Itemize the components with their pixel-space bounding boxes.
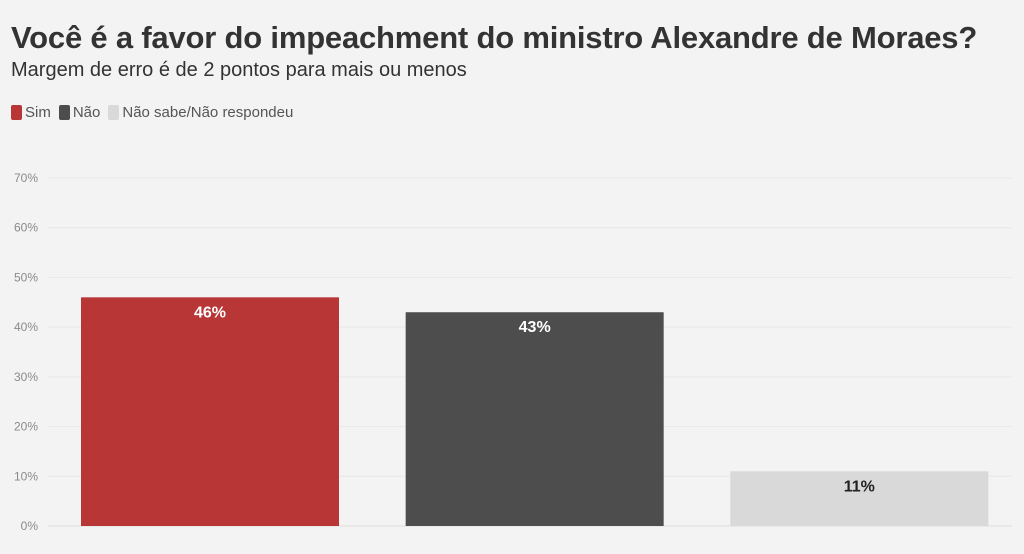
bar-value-label: 43% — [519, 319, 551, 336]
y-tick-label: 10% — [14, 469, 38, 483]
legend-item-sim: Sim — [11, 104, 51, 121]
legend-label-sim: Sim — [25, 104, 51, 121]
legend-swatch-sim — [11, 105, 22, 120]
bar-0 — [81, 297, 339, 526]
legend-item-nao: Não — [58, 104, 101, 121]
bar-1 — [405, 312, 664, 526]
legend: Sim Não Não sabe/Não respondeu — [11, 104, 301, 121]
bar-value-label: 46% — [194, 304, 226, 321]
y-tick-label: 60% — [14, 221, 38, 235]
legend-label-nao-sabe: Não sabe/Não respondeu — [122, 104, 294, 121]
chart-subtitle: Margem de erro é de 2 pontos para mais o… — [11, 59, 467, 81]
legend-swatch-nao-sabe — [108, 105, 120, 120]
chart-title: Você é a favor do impeachment do ministr… — [11, 20, 978, 55]
legend-label-nao: Não — [72, 104, 101, 121]
bar-2 — [730, 471, 989, 526]
y-tick-label: 20% — [14, 420, 38, 434]
legend-item-nao-sabe: Não sabe/Não respondeu — [108, 104, 293, 121]
legend-swatch-nao — [58, 105, 70, 120]
y-tick-label: 70% — [14, 171, 38, 185]
bar-value-label: 11% — [844, 478, 875, 495]
y-tick-label: 40% — [14, 320, 38, 334]
y-tick-label: 0% — [21, 519, 39, 533]
y-tick-label: 30% — [14, 370, 38, 384]
y-tick-label: 50% — [14, 270, 38, 284]
